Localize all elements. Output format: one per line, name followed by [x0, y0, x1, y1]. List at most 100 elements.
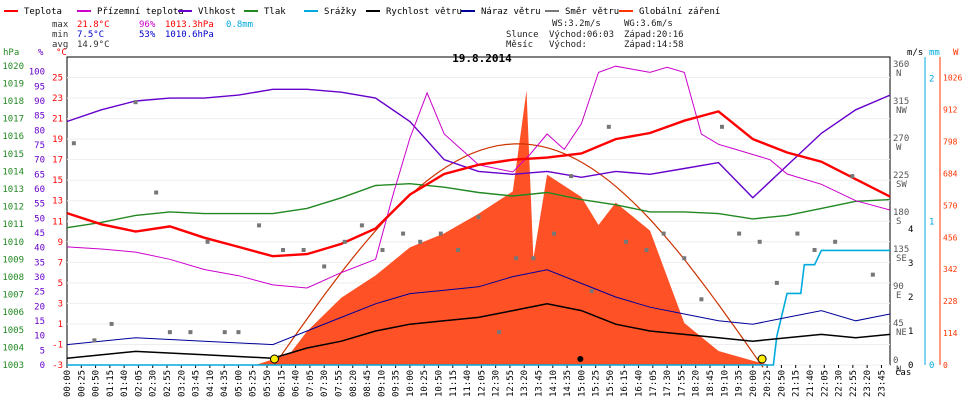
axis-title: mm — [929, 48, 940, 58]
mm-tick: 2 — [929, 74, 934, 84]
dir-tick-label: W — [896, 143, 902, 153]
mm-tick: 0 — [929, 361, 934, 371]
hum-tick: 25 — [34, 288, 45, 298]
time-tick: 18:45 — [706, 370, 716, 397]
time-tick: 20:00 — [749, 370, 759, 397]
wind-direction-point — [342, 239, 347, 244]
w-tick: 456 — [943, 233, 958, 242]
hum-tick: 85 — [34, 112, 45, 122]
wind-direction-point — [359, 223, 364, 228]
press-tick: 1007 — [2, 291, 24, 301]
sun-block: WS:3.2m/s WG:3.6m/s Slunce Východ:06:03 … — [506, 19, 684, 50]
time-tick: 03:20 — [177, 370, 187, 397]
press-tick: 1016 — [2, 132, 24, 142]
wind-direction-point — [476, 215, 481, 220]
time-tick: 02:55 — [163, 370, 173, 397]
time-tick: 10:50 — [434, 370, 444, 397]
time-tick: 01:40 — [120, 370, 130, 397]
rain-total: 0.8mm — [226, 20, 253, 30]
hum-tick: 60 — [34, 185, 45, 195]
w-tick: 114 — [943, 329, 958, 338]
time-tick: 10:25 — [420, 370, 430, 397]
time-tick: 22:05 — [820, 370, 830, 397]
ms-tick: 3 — [908, 259, 913, 269]
temp-tick: 13 — [52, 197, 63, 207]
wind-direction-point — [682, 256, 687, 261]
legend-label: Tlak — [264, 7, 286, 17]
wind-direction-point — [870, 272, 875, 277]
time-tick: 13:45 — [535, 370, 545, 397]
time-tick: 12:05 — [477, 370, 487, 397]
wind-direction-point — [322, 264, 327, 269]
time-tick: 00:00 — [63, 370, 73, 397]
wg-value: WG:3.6m/s — [624, 19, 673, 29]
min-press: 1010.6hPa — [165, 30, 214, 40]
wind-direction-point — [401, 231, 406, 236]
temp-tick: 19 — [52, 135, 63, 145]
wind-direction-point — [236, 330, 241, 335]
series-ground-temperature — [66, 65, 891, 289]
mm-tick: 1 — [929, 218, 934, 228]
press-tick: 1011 — [2, 220, 24, 230]
temp-tick: 7 — [58, 258, 63, 268]
wind-direction-point — [833, 239, 838, 244]
wind-direction-point — [301, 248, 306, 253]
sunrise-value: Východ:06:03 — [549, 30, 614, 40]
time-tick: 07:30 — [320, 370, 330, 397]
wind-direction-point — [661, 231, 666, 236]
wind-direction-point — [699, 297, 704, 302]
wind-direction-point — [92, 338, 97, 343]
press-tick: 1013 — [2, 185, 24, 195]
dir-tick: 0 — [893, 356, 898, 366]
dir-tick: 315 — [893, 97, 909, 107]
time-tick: 11:40 — [463, 370, 473, 397]
legend-label: Globální záření — [639, 7, 720, 17]
time-tick: 16:40 — [635, 370, 645, 397]
wind-direction-point — [812, 248, 817, 253]
moon-label: Měsíc — [506, 40, 533, 50]
wind-direction-point — [795, 231, 800, 236]
temp-tick: 17 — [52, 156, 63, 166]
time-tick: 00:50 — [92, 370, 102, 397]
legend-label: Srážky — [324, 7, 357, 17]
wind-direction-point — [154, 190, 159, 195]
min-hum: 53% — [139, 30, 156, 40]
wind-direction-point — [380, 248, 385, 253]
time-tick: 15:50 — [606, 370, 616, 397]
min-label: min — [52, 30, 68, 40]
dir-tick: 270 — [893, 134, 909, 144]
time-tick: 18:20 — [692, 370, 702, 397]
time-tick: 14:10 — [549, 370, 559, 397]
hum-tick: 0 — [40, 361, 45, 371]
series-wind-gust — [66, 269, 891, 346]
axis-title: °C — [56, 48, 67, 58]
max-hum: 96% — [139, 20, 156, 30]
temp-tick: 23 — [52, 94, 63, 104]
dir-tick: 90 — [893, 282, 904, 292]
x-axis-title: čas — [895, 367, 911, 378]
axis-title: W — [953, 48, 959, 58]
time-tick: 12:55 — [506, 370, 516, 397]
w-tick: 228 — [943, 297, 958, 306]
time-tick: 20:25 — [763, 370, 773, 397]
dir-tick-label: E — [896, 291, 901, 301]
dir-tick: 135 — [893, 245, 909, 255]
moonrise-value: Východ: — [549, 40, 587, 50]
series-humidity — [66, 88, 891, 199]
wind-direction-point — [737, 231, 742, 236]
temp-tick: -3 — [52, 361, 63, 371]
temp-tick: -1 — [52, 340, 63, 350]
temp-tick: 3 — [58, 299, 63, 309]
press-tick: 1004 — [2, 343, 24, 353]
temp-tick: 1 — [58, 320, 63, 330]
wind-direction-point — [606, 124, 611, 129]
moon-event-marker — [577, 356, 584, 362]
sun-event-marker — [269, 354, 279, 364]
series-theoretical-radiation — [274, 143, 764, 368]
time-tick: 05:50 — [263, 370, 273, 397]
time-tick: 23:20 — [863, 370, 873, 397]
wind-direction-point — [167, 330, 172, 335]
wind-direction-point — [644, 248, 649, 253]
sun-label: Slunce — [506, 30, 539, 40]
legend-label: Přízemní teplota — [97, 7, 184, 17]
